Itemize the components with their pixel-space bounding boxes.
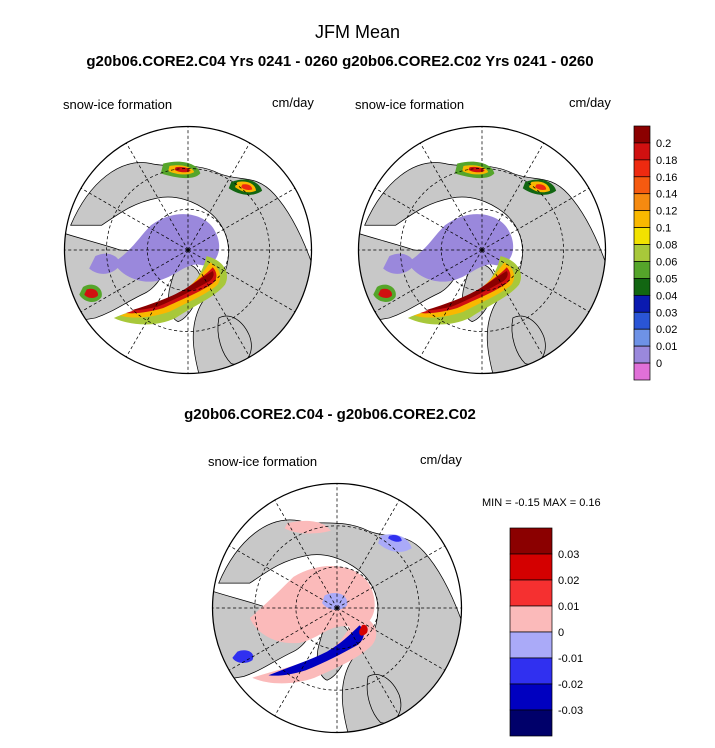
colorbar-swatch xyxy=(633,345,651,364)
colorbar-tick-label: 0 xyxy=(558,627,564,639)
panel-diff-field-label: snow-ice formation xyxy=(208,454,318,469)
colorbar-main: 0.2 0.18 0.16 0.14 0.12 0.1 0.08 0.06 0.05 0.04 0.… xyxy=(633,125,677,381)
colorbar-swatch xyxy=(633,210,651,228)
panel-c04-field-label: snow-ice formation xyxy=(63,97,173,112)
colorbar-swatch xyxy=(633,311,651,330)
colorbar-swatch xyxy=(633,193,651,212)
panel-c02-field-label: snow-ice formation xyxy=(355,97,465,112)
panel-c04-units: cm/day xyxy=(272,95,314,110)
colorbar-tick-label: 0.01 xyxy=(558,601,579,613)
polar-map-diff xyxy=(211,482,463,734)
colorbar-swatch xyxy=(509,553,553,581)
colorbar-tick-label: 0.02 xyxy=(558,575,579,587)
colorbar-swatch xyxy=(509,657,553,685)
colorbar-tick-label: 0.14 xyxy=(656,189,677,201)
colorbar-tick-label: 0.2 xyxy=(656,138,671,150)
colorbar-tick-label: 0.16 xyxy=(656,172,677,184)
colorbar-tick-label: 0.08 xyxy=(656,240,677,252)
colorbar-swatch xyxy=(509,683,553,711)
colorbar-swatch xyxy=(633,278,651,296)
colorbar-tick-label: -0.01 xyxy=(558,653,583,665)
colorbar-tick-label: -0.02 xyxy=(558,679,583,691)
colorbar-tick-label: 0 xyxy=(656,358,662,370)
colorbar-tick-label: 0.02 xyxy=(656,324,677,336)
min-max-text: MIN = -0.15 MAX = 0.16 xyxy=(482,497,601,509)
panel-diff-units: cm/day xyxy=(420,452,462,467)
colorbar-swatch xyxy=(633,159,651,178)
colorbar-tick-label: 0.18 xyxy=(656,155,677,167)
colorbar-tick-label: 0.06 xyxy=(656,256,677,268)
colorbar-tick-label: 0.03 xyxy=(656,307,677,319)
diff-header: g20b06.CORE2.C04 - g20b06.CORE2.C02 xyxy=(184,406,476,423)
colorbar-swatch xyxy=(633,142,651,161)
colorbar-tick-label: 0.12 xyxy=(656,206,677,218)
colorbar-swatch xyxy=(633,244,651,262)
top-header: g20b06.CORE2.C04 Yrs 0241 - 0260 g20b06.… xyxy=(86,53,594,70)
colorbar-swatch xyxy=(633,227,651,245)
colorbar-swatch xyxy=(509,631,553,659)
colorbar-swatch xyxy=(633,328,651,347)
colorbar-swatch xyxy=(633,362,651,381)
colorbar-swatch xyxy=(509,579,553,607)
polar-map-c02 xyxy=(357,125,607,375)
colorbar-swatch xyxy=(633,125,651,144)
colorbar-tick-label: 0.04 xyxy=(656,290,677,302)
colorbar-swatch xyxy=(633,176,651,195)
colorbar-tick-label: 0.01 xyxy=(656,341,677,353)
colorbar-tick-label: 0.03 xyxy=(558,549,579,561)
colorbar-swatch xyxy=(509,605,553,633)
colorbar-swatch xyxy=(509,709,553,737)
panel-c02-units: cm/day xyxy=(569,95,611,110)
polar-map-c04 xyxy=(63,125,313,375)
colorbar-tick-label: -0.03 xyxy=(558,705,583,717)
colorbar-swatch xyxy=(633,261,651,279)
colorbar-diff: 0.03 0.02 0.01 0 -0.01 -0.02 -0.03 xyxy=(509,527,583,737)
colorbar-tick-label: 0.1 xyxy=(656,223,671,235)
colorbar-swatch xyxy=(633,294,651,313)
figure-title: JFM Mean xyxy=(314,22,401,42)
colorbar-swatch xyxy=(509,527,553,555)
colorbar-tick-label: 0.05 xyxy=(656,273,677,285)
